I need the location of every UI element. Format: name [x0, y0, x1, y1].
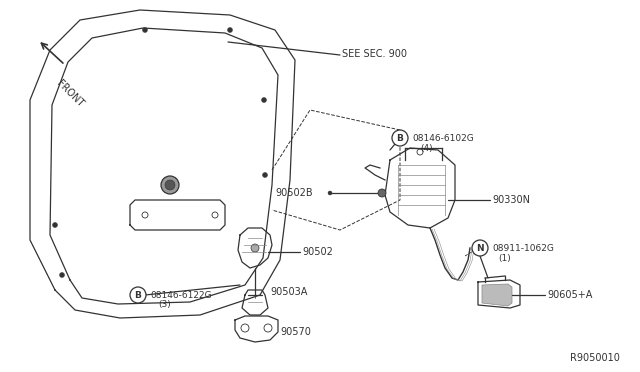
- Text: B: B: [397, 134, 403, 142]
- Circle shape: [52, 222, 58, 228]
- Circle shape: [472, 240, 488, 256]
- Text: FRONT: FRONT: [55, 78, 86, 109]
- Circle shape: [143, 28, 147, 32]
- Circle shape: [251, 244, 259, 252]
- Circle shape: [227, 28, 232, 32]
- Circle shape: [262, 97, 266, 103]
- Text: (1): (1): [498, 253, 511, 263]
- Text: R9050010: R9050010: [570, 353, 620, 363]
- Circle shape: [262, 173, 268, 177]
- Circle shape: [161, 176, 179, 194]
- Text: SEE SEC. 900: SEE SEC. 900: [342, 49, 407, 59]
- Circle shape: [328, 191, 332, 195]
- Text: (3): (3): [158, 299, 171, 308]
- Text: 08146-6122G: 08146-6122G: [150, 291, 212, 299]
- Text: 08911-1062G: 08911-1062G: [492, 244, 554, 253]
- Text: 90570: 90570: [280, 327, 311, 337]
- Text: N: N: [476, 244, 484, 253]
- Circle shape: [392, 130, 408, 146]
- Text: B: B: [134, 291, 141, 299]
- Circle shape: [60, 273, 65, 278]
- Circle shape: [165, 180, 175, 190]
- Polygon shape: [482, 284, 512, 306]
- Text: 08146-6102G: 08146-6102G: [412, 134, 474, 142]
- Text: 90330N: 90330N: [492, 195, 530, 205]
- Text: (4): (4): [420, 144, 433, 153]
- Circle shape: [378, 189, 386, 197]
- Text: 90502B: 90502B: [275, 188, 312, 198]
- Text: 90503A: 90503A: [270, 287, 307, 297]
- Text: 90605+A: 90605+A: [547, 290, 593, 300]
- Circle shape: [130, 287, 146, 303]
- Text: 90502: 90502: [302, 247, 333, 257]
